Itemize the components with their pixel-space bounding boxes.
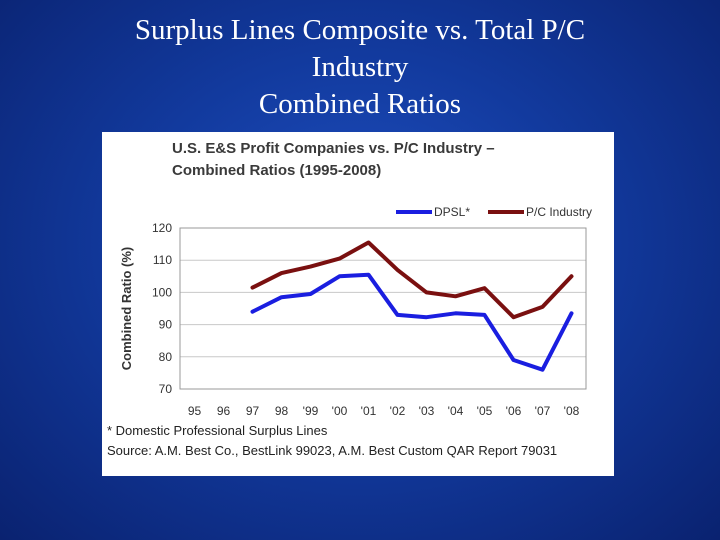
x-tick-label: 97 [246,404,260,418]
x-tick-label: '02 [390,404,406,418]
series-line [250,240,574,320]
slide-title: Surplus Lines Composite vs. Total P/C In… [0,12,720,123]
chart-title-line: Combined Ratios (1995-2008) [172,162,382,179]
x-tick-label: '05 [477,404,493,418]
line-chart: 70 80 90 100 110 120 95 96 97 98 '99 '00 '01 '02 '03 '0… [119,205,592,418]
y-tick-label: 70 [159,382,173,396]
x-tick-label: '08 [564,404,580,418]
x-tick-label: 96 [217,404,231,418]
x-tick-label: '04 [448,404,464,418]
slide-title-line: Combined Ratios [258,88,462,120]
source-note: Source: A.M. Best Co., BestLink 99023, A… [107,443,558,458]
footnote: * Domestic Professional Surplus Lines [107,423,328,438]
y-tick-label: 90 [159,318,173,332]
y-tick-label: 110 [153,253,172,267]
x-tick-label: '00 [332,404,348,418]
x-tick-label: 95 [188,404,202,418]
x-tick-label: '01 [361,404,377,418]
slide-title-line: Surplus Lines Composite vs. Total P/C [134,14,586,46]
x-tick-label: '07 [535,404,551,418]
legend-label: P/C Industry [526,205,592,219]
y-tick-label: 80 [159,350,173,364]
x-tick-label: 98 [275,404,289,418]
y-tick-label: 120 [152,221,172,235]
plot-area [179,227,587,390]
x-tick-label: '99 [303,404,319,418]
series-line [250,272,574,372]
legend-label: DPSL* [434,205,470,219]
y-tick-label: 100 [152,285,172,299]
slide-title-line: Industry [311,51,409,83]
chart-panel: U.S. E&S Profit Companies vs. P/C Indust… [102,132,614,476]
chart-title-line: U.S. E&S Profit Companies vs. P/C Indust… [172,140,495,157]
x-tick-label: '06 [506,404,522,418]
x-tick-label: '03 [419,404,435,418]
y-axis-label: Combined Ratio (%) [119,247,134,371]
chart-title: U.S. E&S Profit Companies vs. P/C Indust… [172,138,612,182]
